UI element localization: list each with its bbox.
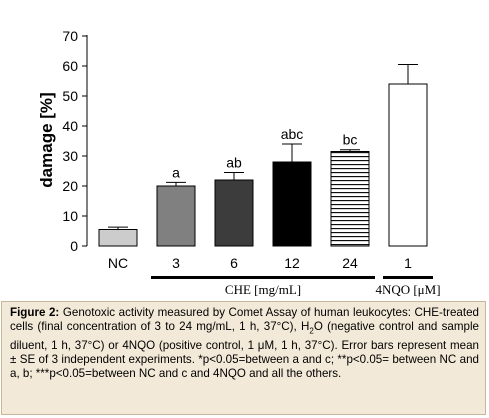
bars: a ab abc bc <box>98 64 428 247</box>
significance-label-2: ab <box>226 155 242 171</box>
bar-3 <box>272 161 312 247</box>
y-tick-label-30: 30 <box>62 148 78 164</box>
x-tick-label-1: 3 <box>172 255 180 271</box>
group-label-0: CHE [mg/mL] <box>225 282 301 297</box>
bar-0 <box>98 229 138 247</box>
x-tick-label-0: NC <box>108 255 128 271</box>
bar-chart: damage [%] 0 10 20 30 40 50 60 70 a ab abc bc NC 3 6… <box>37 28 441 297</box>
y-tick-label-40: 40 <box>62 118 78 134</box>
y-axis-label: damage [%] <box>37 92 56 187</box>
bar-2 <box>214 179 254 247</box>
y-tick-label-0: 0 <box>70 238 78 254</box>
y-tick-label-50: 50 <box>62 88 78 104</box>
caption-subscript: 2 <box>309 326 314 336</box>
y-axis: 0 10 20 30 40 50 60 70 <box>62 28 88 254</box>
significance-label-3: abc <box>281 126 304 142</box>
x-tick-label-4: 24 <box>342 255 358 271</box>
y-tick-label-60: 60 <box>62 58 78 74</box>
significance-label-1: a <box>172 164 180 180</box>
x-tick-label-5: 1 <box>404 255 412 271</box>
group-labels: CHE [mg/mL] 4NQO [μM] <box>151 276 441 297</box>
bar-5 <box>388 83 428 247</box>
significance-label-4: bc <box>343 132 358 148</box>
x-tick-label-3: 12 <box>284 255 300 271</box>
caption-text-1: Genotoxic activity measured by Comet Ass… <box>10 306 479 334</box>
figure-label: Figure 2: <box>10 306 60 319</box>
caption-text-2: O (negative control and sample diluent, … <box>10 320 479 381</box>
x-tick-label-2: 6 <box>230 255 238 271</box>
y-tick-label-70: 70 <box>62 28 78 44</box>
group-label-1: 4NQO [μM] <box>375 282 440 297</box>
y-tick-label-10: 10 <box>62 208 78 224</box>
figure-caption: Figure 2: Genotoxic activity measured by… <box>1 301 486 415</box>
y-tick-label-20: 20 <box>62 178 78 194</box>
x-tick-labels: NC 3 6 12 24 1 <box>108 255 412 271</box>
bar-1 <box>156 185 196 247</box>
bar-4 <box>330 151 370 247</box>
